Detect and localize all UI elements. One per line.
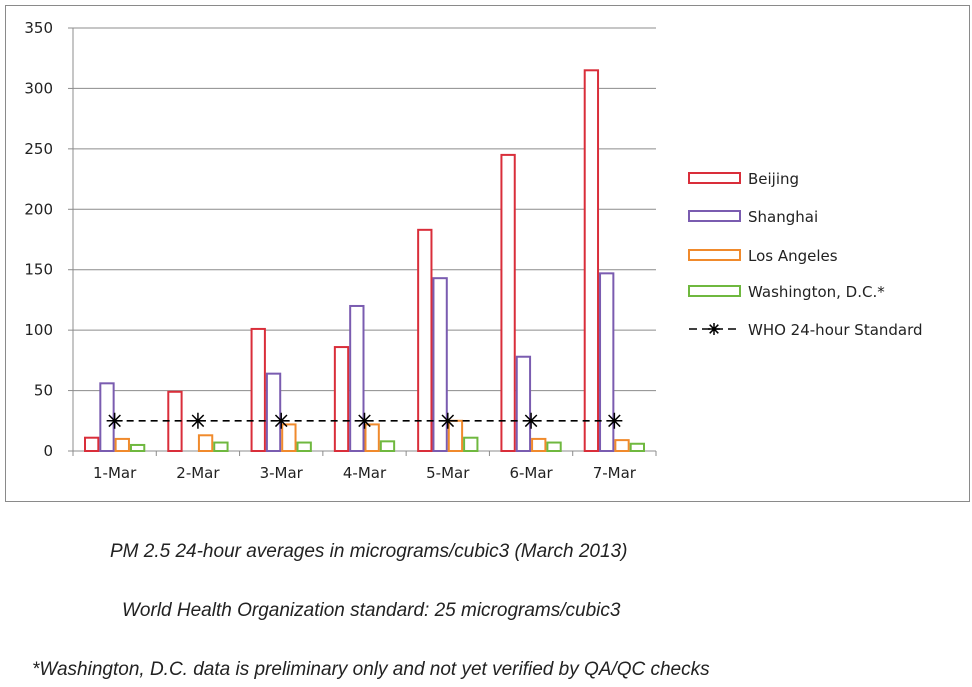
legend-label-who-standard: WHO 24-hour Standard xyxy=(748,321,923,339)
bar-washington-d-c xyxy=(629,442,646,452)
bar-washington-d-c xyxy=(213,441,229,453)
bar-washington-d-c xyxy=(379,440,396,452)
who-standard-marker xyxy=(356,412,373,429)
y-tick-label: 300 xyxy=(24,79,53,97)
chart-plot: 0 50 100 150 200 250 300 350 1-Mar 2-Mar 3-Mar 4-Ma… xyxy=(24,19,923,482)
legend-swatch-beijing xyxy=(688,172,741,184)
legend-marker-who-standard xyxy=(708,323,720,335)
who-standard-marker xyxy=(106,412,123,429)
x-tick-label: 4-Mar xyxy=(343,464,387,482)
bar-beijing xyxy=(84,436,100,453)
bar-los-angeles xyxy=(447,419,464,452)
bar-beijing xyxy=(333,346,350,453)
caption-who-standard: World Health Organization standard: 25 m… xyxy=(122,600,621,621)
who-standard-marker xyxy=(189,412,206,429)
bar-washington-d-c xyxy=(463,436,479,453)
legend-swatch-washington-d-c xyxy=(688,285,741,297)
x-tick-label: 1-Mar xyxy=(93,464,137,482)
bar-washington-d-c xyxy=(546,441,562,453)
bar-washington-d-c xyxy=(129,443,146,453)
bar-beijing xyxy=(583,69,600,453)
bar-beijing xyxy=(417,228,433,452)
legend-label-beijing: Beijing xyxy=(748,170,799,188)
who-standard-marker xyxy=(439,412,456,429)
legend-swatch-los-angeles xyxy=(688,249,741,261)
y-tick-label: 200 xyxy=(24,200,53,218)
y-tick-label: 50 xyxy=(34,382,53,400)
legend-label-washington-d-c: Washington, D.C.* xyxy=(748,283,885,301)
x-tick-label: 6-Mar xyxy=(509,464,553,482)
y-tick-label: 150 xyxy=(24,261,53,279)
bar-los-angeles xyxy=(531,437,547,452)
legend-swatch-shanghai xyxy=(688,210,741,222)
x-tick-label: 3-Mar xyxy=(260,464,304,482)
y-tick-label: 350 xyxy=(24,19,53,37)
chart-frame: 0 50 100 150 200 250 300 350 1-Mar 2-Mar 3-Mar 4-Ma… xyxy=(5,5,970,502)
bar-beijing xyxy=(250,327,266,453)
legend-label-shanghai: Shanghai xyxy=(748,208,818,226)
legend-label-los-angeles: Los Angeles xyxy=(748,247,838,265)
bar-los-angeles xyxy=(364,423,380,453)
who-standard-marker xyxy=(523,412,540,429)
x-tick-label: 5-Mar xyxy=(426,464,470,482)
bar-shanghai xyxy=(265,372,282,452)
bar-beijing xyxy=(500,153,516,452)
bar-shanghai xyxy=(432,277,448,452)
bar-los-angeles xyxy=(614,439,630,453)
bar-washington-d-c xyxy=(296,441,312,453)
y-tick-label: 100 xyxy=(24,321,53,339)
x-tick-label: 2-Mar xyxy=(176,464,220,482)
bar-shanghai xyxy=(599,272,615,452)
bar-shanghai xyxy=(99,382,115,453)
bar-shanghai xyxy=(349,304,365,452)
bar-los-angeles xyxy=(197,434,214,453)
who-standard-marker xyxy=(606,412,623,429)
y-tick-label: 250 xyxy=(24,140,53,158)
bar-los-angeles xyxy=(114,437,130,452)
caption-dc-preliminary-note: *Washington, D.C. data is preliminary on… xyxy=(32,659,710,680)
y-tick-label: 0 xyxy=(43,442,53,460)
who-standard-marker xyxy=(273,412,290,429)
caption-pm25-averages: PM 2.5 24-hour averages in micrograms/cu… xyxy=(110,541,628,562)
bar-los-angeles xyxy=(281,423,297,453)
x-tick-label: 7-Mar xyxy=(593,464,637,482)
bar-shanghai xyxy=(515,355,532,452)
